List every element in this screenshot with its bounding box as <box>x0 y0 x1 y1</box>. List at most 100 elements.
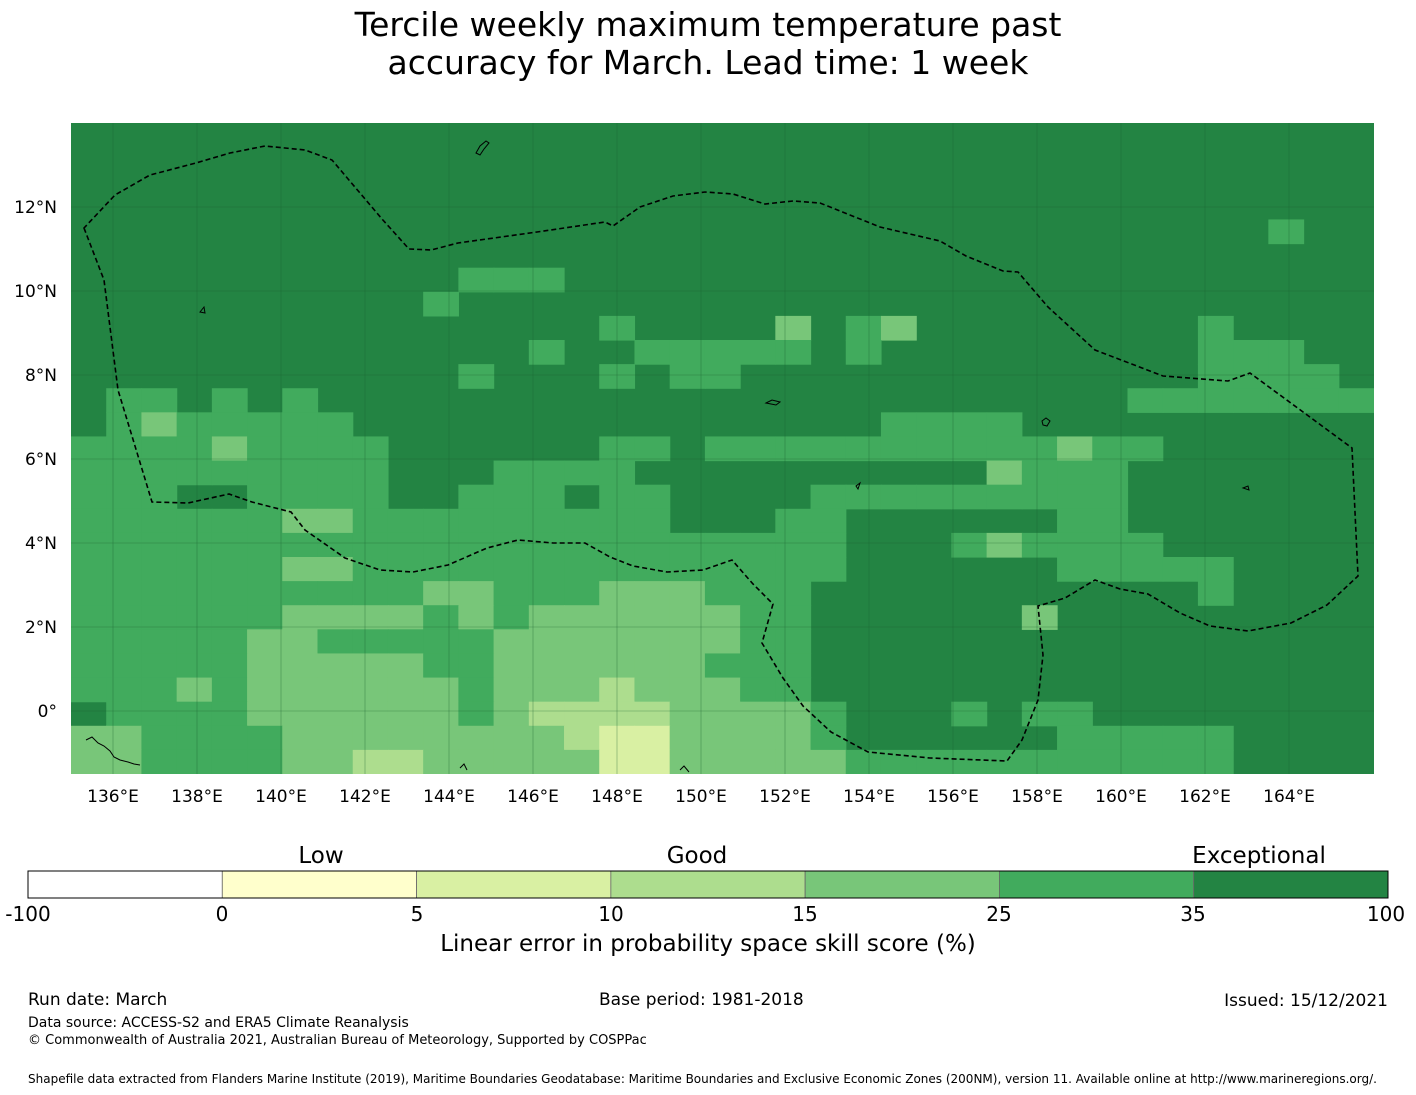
skill-cell <box>634 749 671 774</box>
skill-cell <box>528 629 565 655</box>
skill-cell <box>211 388 248 413</box>
skill-cell <box>564 605 600 630</box>
skill-cell <box>669 557 706 582</box>
skill-cell <box>247 749 283 774</box>
skill-cell <box>141 388 178 413</box>
skill-cell <box>71 629 107 655</box>
skill-cell <box>387 701 424 727</box>
skill-cell <box>247 605 283 630</box>
skill-cell <box>317 412 354 438</box>
skill-cell <box>317 605 354 630</box>
skill-cell <box>141 605 178 630</box>
skill-cell <box>951 749 988 774</box>
skill-cell <box>106 653 143 679</box>
skill-cell <box>528 581 565 606</box>
skill-cell <box>1127 436 1164 462</box>
skill-cell <box>634 605 671 630</box>
skill-cell <box>458 581 495 606</box>
skill-cell <box>1021 460 1058 486</box>
skill-cell <box>458 677 495 703</box>
colorbar-title: Linear error in probability space skill … <box>440 931 976 957</box>
skill-cell <box>1162 749 1199 774</box>
skill-cell <box>423 532 459 558</box>
skill-cell <box>282 701 319 727</box>
lat-tick-label: 2°N <box>25 618 57 638</box>
skill-cell <box>282 605 319 630</box>
colorbar-swatch <box>999 870 1195 899</box>
skill-cell <box>775 315 812 341</box>
skill-cell <box>986 532 1023 558</box>
skill-cell <box>247 581 283 606</box>
skill-cell <box>71 532 107 558</box>
skill-cell <box>387 605 424 630</box>
skill-cell <box>458 557 495 582</box>
skill-cell <box>176 460 213 486</box>
skill-cell <box>740 532 776 558</box>
issued-date: Issued: 15/12/2021 <box>1224 991 1388 1011</box>
skill-cell <box>1057 701 1093 727</box>
skill-cell <box>317 508 354 534</box>
skill-cell <box>282 557 319 582</box>
skill-cell <box>669 340 706 365</box>
skill-cell <box>176 749 213 774</box>
skill-cell <box>317 581 354 606</box>
skill-cell <box>282 460 319 486</box>
skill-cell <box>352 532 389 558</box>
skill-cell <box>1021 701 1058 727</box>
skill-cell <box>352 605 389 630</box>
skill-cell <box>1127 388 1164 413</box>
skill-cell <box>916 749 953 774</box>
skill-cell <box>141 484 178 510</box>
png-coast <box>85 736 141 766</box>
skill-cell <box>387 725 424 751</box>
lon-tick-label: 148°E <box>591 787 643 807</box>
skill-cell <box>176 653 213 679</box>
skill-cell <box>845 340 882 365</box>
skill-cell <box>1092 484 1129 510</box>
skill-cell <box>986 436 1023 462</box>
skill-cell <box>458 701 495 727</box>
skill-cell <box>1233 340 1269 365</box>
skill-cell <box>1303 364 1340 389</box>
skill-cell <box>1303 388 1340 413</box>
islet <box>459 763 468 771</box>
colorbar-tick: 15 <box>792 902 818 926</box>
islet <box>1041 417 1051 427</box>
skill-cell <box>211 677 248 703</box>
skill-cell <box>282 412 319 438</box>
skill-cell <box>282 532 319 558</box>
skill-cell <box>1092 436 1129 462</box>
skill-cell <box>704 653 741 679</box>
skill-cell <box>845 315 882 341</box>
skill-cell <box>986 484 1023 510</box>
skill-cell <box>387 532 424 558</box>
skill-cell <box>141 557 178 582</box>
skill-cell <box>986 412 1023 438</box>
skill-cell <box>880 412 917 438</box>
skill-cell <box>282 436 319 462</box>
skill-cell <box>247 629 283 655</box>
skill-cell <box>423 629 459 655</box>
category-low: Low <box>298 843 344 869</box>
skill-cell <box>352 508 389 534</box>
skill-cell <box>634 629 671 655</box>
coastlines <box>85 140 1250 773</box>
skill-cell <box>740 605 776 630</box>
skill-cell <box>493 508 530 534</box>
skill-cell <box>176 725 213 751</box>
skill-cell <box>669 364 706 389</box>
skill-cell <box>247 677 283 703</box>
skill-cell <box>211 653 248 679</box>
skill-cell <box>775 677 812 703</box>
skill-cell <box>845 749 882 774</box>
lon-tick-label: 146°E <box>507 787 559 807</box>
skill-cell <box>1338 388 1374 413</box>
skill-cell <box>740 749 776 774</box>
skill-cell <box>317 484 354 510</box>
skill-cell <box>176 508 213 534</box>
skill-cell <box>352 677 389 703</box>
skill-cell <box>458 532 495 558</box>
skill-cell <box>176 436 213 462</box>
lon-tick-label: 140°E <box>255 787 307 807</box>
skill-cell <box>564 460 600 486</box>
